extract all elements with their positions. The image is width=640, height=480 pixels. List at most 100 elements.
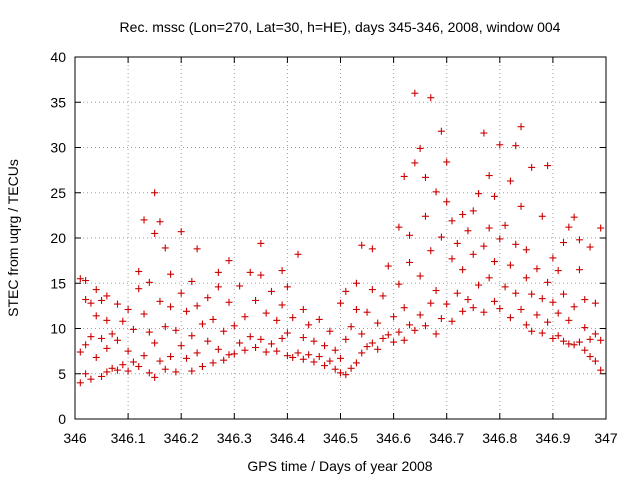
data-point <box>108 364 116 372</box>
data-point <box>156 297 164 305</box>
data-point <box>252 344 260 352</box>
data-point <box>273 316 281 324</box>
data-point <box>299 334 307 342</box>
data-point <box>501 283 509 291</box>
data-point <box>347 323 355 331</box>
data-point <box>305 321 313 329</box>
data-point <box>496 141 504 149</box>
data-point <box>485 224 493 232</box>
data-point <box>522 246 530 254</box>
data-point <box>384 331 392 339</box>
data-point <box>459 307 467 315</box>
data-point <box>554 309 562 317</box>
data-point <box>278 267 286 275</box>
data-point <box>395 328 403 336</box>
data-point <box>305 351 313 359</box>
data-point <box>374 319 382 327</box>
data-point <box>512 289 520 297</box>
data-point <box>82 341 90 349</box>
data-point <box>501 221 509 229</box>
data-point <box>464 296 472 304</box>
data-point <box>283 352 291 360</box>
data-point <box>528 163 536 171</box>
y-tick-labels: 0 5 10 15 20 25 30 35 40 <box>50 49 66 427</box>
data-point <box>225 351 233 359</box>
data-point <box>581 324 589 332</box>
data-point <box>87 375 95 383</box>
data-point <box>82 370 90 378</box>
y-tick-label: 30 <box>50 140 66 156</box>
data-point <box>448 317 456 325</box>
data-point <box>416 311 424 319</box>
data-point <box>538 295 546 303</box>
data-point <box>570 303 578 311</box>
x-tick-label: 347 <box>594 430 618 446</box>
data-point <box>241 313 249 321</box>
data-point <box>475 281 483 289</box>
data-point <box>570 213 578 221</box>
data-point <box>411 326 419 334</box>
data-point <box>432 188 440 196</box>
data-point <box>103 316 111 324</box>
x-tick-label: 346.5 <box>323 430 358 446</box>
x-tick-labels: 346 346.1 346.2 346.3 346.4 346.5 346.6 346.7 34… <box>63 430 618 446</box>
data-point <box>252 296 260 304</box>
data-point <box>427 247 435 255</box>
data-point <box>554 267 562 275</box>
data-point <box>342 371 350 379</box>
data-point <box>544 318 552 326</box>
data-point <box>135 267 143 275</box>
data-point <box>177 342 185 350</box>
data-point <box>172 368 180 376</box>
data-point <box>193 302 201 310</box>
data-point <box>432 330 440 338</box>
data-point <box>188 277 196 285</box>
data-point <box>161 365 169 373</box>
data-point <box>427 94 435 102</box>
data-points <box>76 89 605 387</box>
data-point <box>204 337 212 345</box>
data-point <box>395 223 403 231</box>
data-point <box>597 366 605 374</box>
data-point <box>368 286 376 294</box>
x-tick-label: 346.1 <box>111 430 146 446</box>
data-point <box>310 337 318 345</box>
data-point <box>214 345 222 353</box>
data-point <box>76 348 84 356</box>
data-point <box>161 323 169 331</box>
data-point <box>506 261 514 269</box>
data-point <box>374 345 382 353</box>
data-point <box>496 305 504 313</box>
data-point <box>538 212 546 220</box>
data-point <box>220 327 228 335</box>
data-point <box>289 314 297 322</box>
data-point <box>517 202 525 210</box>
data-point <box>437 233 445 241</box>
data-point <box>448 217 456 225</box>
data-point <box>517 305 525 313</box>
data-point <box>135 285 143 293</box>
data-point <box>103 344 111 352</box>
data-point <box>437 127 445 135</box>
data-point <box>267 340 275 348</box>
data-point <box>400 304 408 312</box>
data-point <box>411 159 419 167</box>
data-point <box>506 314 514 322</box>
grid-lines <box>75 57 606 419</box>
data-point <box>326 357 334 365</box>
data-point <box>87 333 95 341</box>
data-point <box>342 335 350 343</box>
data-point <box>113 300 121 308</box>
data-point <box>337 369 344 377</box>
data-point <box>98 296 106 304</box>
data-point <box>161 244 169 252</box>
data-point <box>299 305 307 313</box>
data-point <box>294 349 302 357</box>
data-point <box>177 228 185 236</box>
data-point <box>363 343 371 351</box>
data-point <box>225 298 233 306</box>
data-point <box>517 123 525 131</box>
data-point <box>257 239 265 247</box>
data-point <box>151 339 159 347</box>
data-point <box>586 353 594 361</box>
